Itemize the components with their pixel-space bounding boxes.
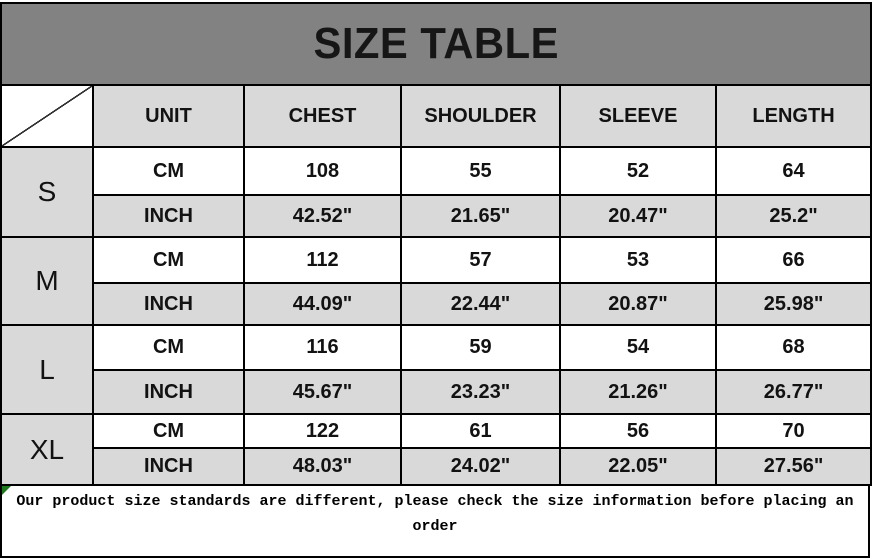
table-title: SIZE TABLE xyxy=(313,19,559,68)
value-cell: 25.98" xyxy=(714,282,873,326)
value-cell: 44.09" xyxy=(243,282,402,326)
row-m-cm: M CM 112 57 53 66 xyxy=(0,236,873,326)
value-cell: 55 xyxy=(400,146,561,196)
title-row: SIZE TABLE xyxy=(0,2,873,86)
unit-cell: CM xyxy=(92,324,245,371)
diagonal-corner-cell xyxy=(0,84,94,148)
row-l-cm: L CM 116 59 54 68 xyxy=(0,324,873,415)
col-header-chest: CHEST xyxy=(243,84,402,148)
value-cell: 26.77" xyxy=(714,369,873,415)
value-cell: 52 xyxy=(559,146,717,196)
value-cell: 68 xyxy=(714,324,873,371)
size-label-xl: XL xyxy=(0,413,94,486)
col-header-length: LENGTH xyxy=(714,84,873,148)
value-cell: 64 xyxy=(714,146,873,196)
value-cell: 108 xyxy=(243,146,402,196)
value-cell: 21.26" xyxy=(559,369,717,415)
unit-cell: CM xyxy=(92,146,245,196)
value-cell: 66 xyxy=(714,236,873,284)
value-cell: 22.44" xyxy=(400,282,561,326)
size-note: Our product size standards are different… xyxy=(0,486,870,558)
value-cell: 24.02" xyxy=(400,447,561,486)
value-cell: 42.52" xyxy=(243,194,402,238)
unit-cell: INCH xyxy=(92,282,245,326)
value-cell: 23.23" xyxy=(400,369,561,415)
value-cell: 70 xyxy=(714,413,873,449)
size-table: SIZE TABLE UNIT CHEST SHOULDER SLEEVE LE… xyxy=(0,2,873,486)
value-cell: 116 xyxy=(243,324,402,371)
unit-cell: CM xyxy=(92,413,245,449)
table-title-cell: SIZE TABLE xyxy=(0,2,873,86)
unit-cell: INCH xyxy=(92,369,245,415)
unit-cell: INCH xyxy=(92,447,245,486)
value-cell: 59 xyxy=(400,324,561,371)
value-cell: 61 xyxy=(400,413,561,449)
value-cell: 53 xyxy=(559,236,717,284)
unit-cell: CM xyxy=(92,236,245,284)
row-s-inch: INCH 42.52" 21.65" 20.47" 25.2" xyxy=(1,194,873,238)
value-cell: 21.65" xyxy=(400,194,561,238)
size-note-text: Our product size standards are different… xyxy=(16,493,854,535)
value-cell: 54 xyxy=(559,324,717,371)
row-xl-inch: INCH 48.03" 24.02" 22.05" 27.56" xyxy=(1,447,873,486)
value-cell: 45.67" xyxy=(243,369,402,415)
size-label-l: L xyxy=(0,324,94,415)
value-cell: 57 xyxy=(400,236,561,284)
value-cell: 20.87" xyxy=(559,282,717,326)
row-s-cm: S CM 108 55 52 64 xyxy=(0,146,873,238)
value-cell: 20.47" xyxy=(559,194,717,238)
value-cell: 122 xyxy=(243,413,402,449)
row-m-inch: INCH 44.09" 22.44" 20.87" 25.98" xyxy=(1,282,873,326)
value-cell: 25.2" xyxy=(714,194,873,238)
col-header-sleeve: SLEEVE xyxy=(559,84,717,148)
value-cell: 112 xyxy=(243,236,402,284)
unit-cell: INCH xyxy=(92,194,245,238)
row-l-inch: INCH 45.67" 23.23" 21.26" 26.77" xyxy=(1,369,873,415)
col-header-unit: UNIT xyxy=(92,84,245,148)
column-header-row: UNIT CHEST SHOULDER SLEEVE LENGTH xyxy=(0,84,873,148)
size-label-m: M xyxy=(0,236,94,326)
value-cell: 48.03" xyxy=(243,447,402,486)
size-label-s: S xyxy=(0,146,94,238)
col-header-shoulder: SHOULDER xyxy=(400,84,561,148)
cell-error-marker-icon xyxy=(2,486,11,495)
value-cell: 56 xyxy=(559,413,717,449)
value-cell: 22.05" xyxy=(559,447,717,486)
value-cell: 27.56" xyxy=(714,447,873,486)
row-xl-cm: XL CM 122 61 56 70 xyxy=(0,413,873,486)
